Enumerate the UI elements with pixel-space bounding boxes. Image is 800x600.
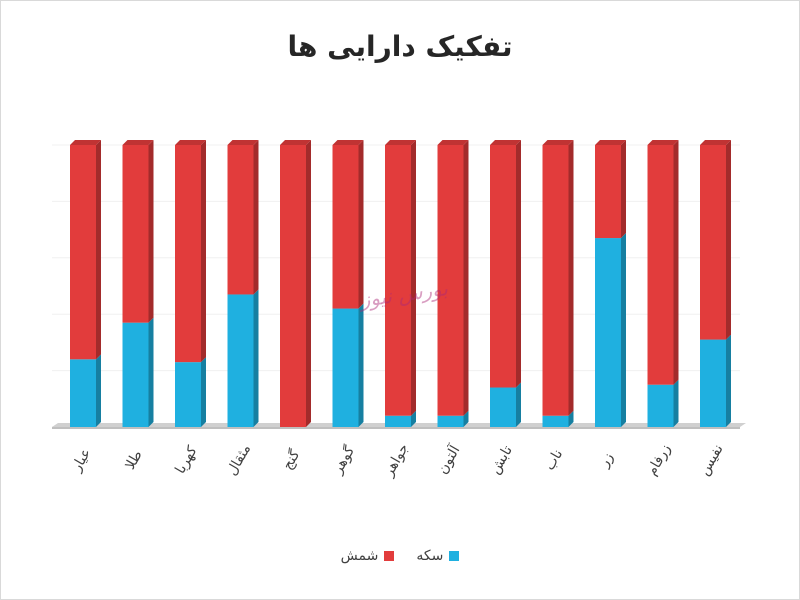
bar-side-2-6	[358, 140, 364, 309]
bar-side-2-7	[411, 140, 416, 416]
bar-series-1-9	[490, 387, 516, 427]
bar-side-2-8	[463, 140, 469, 416]
bar-top-4	[227, 140, 259, 145]
bar-side-2-10	[568, 140, 574, 416]
bar-top-7	[385, 140, 416, 145]
bar-series-2-4	[227, 145, 254, 295]
bar-side-1-7	[411, 410, 416, 427]
bar-top-5	[280, 140, 311, 145]
bar-top-11	[595, 140, 626, 145]
bar-side-1-10	[568, 410, 574, 427]
bar-side-1-9	[516, 382, 521, 427]
bar-side-2-12	[673, 140, 679, 385]
bar-side-1-13	[726, 334, 731, 427]
x-tick-label-8: آلتون	[434, 442, 464, 477]
bar-series-1-12	[647, 384, 674, 427]
bar-side-2-1	[96, 140, 101, 360]
x-tick-label-10: ناب	[542, 447, 567, 473]
bar-series-1-4	[227, 294, 254, 427]
bar-side-1-4	[253, 289, 259, 427]
bar-side-2-3	[201, 140, 206, 363]
bar-side-1-2	[148, 317, 154, 427]
bar-side-2-13	[726, 140, 731, 340]
bar-top-9	[490, 140, 521, 145]
bar-side-2-11	[621, 140, 626, 239]
bar-top-12	[647, 140, 679, 145]
x-tick-label-9: تابش	[487, 443, 516, 477]
legend-label-series-2: شمش	[340, 548, 379, 564]
bar-series-2-7	[385, 145, 411, 416]
bar-series-2-12	[647, 145, 674, 385]
bar-series-1-1	[70, 359, 96, 427]
bar-top-13	[700, 140, 731, 145]
bar-side-1-12	[673, 379, 679, 427]
bar-side-1-8	[463, 410, 469, 427]
bar-series-2-5	[280, 145, 306, 427]
legend-item-series-2: شمش	[341, 548, 395, 564]
bar-top-8	[437, 140, 469, 145]
x-tick-label-13: نفیس	[696, 442, 726, 479]
bar-series-1-13	[700, 339, 726, 427]
legend-item-series-1: سکه	[416, 548, 460, 564]
bar-top-2	[122, 140, 154, 145]
bar-side-2-5	[306, 140, 311, 427]
x-tick-label-11: زر	[596, 450, 617, 471]
x-tick-label-5: گنج	[279, 447, 304, 473]
x-tick-label-3: کهربا	[172, 443, 201, 476]
legend-swatch-series-2	[384, 551, 395, 561]
bar-series-2-1	[70, 145, 96, 360]
x-tick-label-1: عیار	[68, 446, 94, 475]
x-tick-label-6: گوهر	[328, 443, 358, 478]
bar-series-1-8	[437, 415, 464, 427]
bar-top-6	[332, 140, 364, 145]
bar-series-2-3	[175, 145, 201, 363]
bar-top-10	[542, 140, 574, 145]
bar-side-1-6	[358, 303, 364, 427]
bar-series-2-2	[122, 145, 149, 323]
bar-series-1-2	[122, 322, 149, 427]
bar-series-2-9	[490, 145, 516, 388]
x-tick-label-4: مثقال	[224, 442, 254, 479]
chart-legend: سکه شمش	[0, 548, 800, 564]
bar-top-3	[175, 140, 206, 145]
legend-swatch-series-1	[449, 551, 460, 561]
x-tick-label-2: طلا	[122, 448, 146, 473]
bar-series-1-3	[175, 362, 201, 427]
bar-series-2-8	[437, 145, 464, 416]
bar-side-2-9	[516, 140, 521, 388]
bar-side-1-1	[96, 354, 101, 427]
bar-series-1-11	[595, 238, 621, 427]
bar-series-1-7	[385, 415, 411, 427]
bar-side-2-4	[253, 140, 259, 295]
bar-series-1-6	[332, 308, 359, 427]
bar-series-2-11	[595, 145, 621, 239]
bar-side-2-2	[148, 140, 154, 323]
x-tick-label-12: زرفام	[644, 442, 674, 479]
bar-series-2-6	[332, 145, 359, 309]
bar-side-1-11	[621, 233, 626, 427]
legend-label-series-1: سکه	[416, 548, 444, 564]
bar-side-1-3	[201, 357, 206, 427]
bar-series-1-10	[542, 415, 569, 427]
bar-top-1	[70, 140, 101, 145]
bar-series-2-13	[700, 145, 726, 340]
chart-title: تفکیک دارایی ها	[287, 30, 513, 63]
x-tick-label-7: جواهر	[380, 441, 412, 480]
bar-series-2-10	[542, 145, 569, 416]
